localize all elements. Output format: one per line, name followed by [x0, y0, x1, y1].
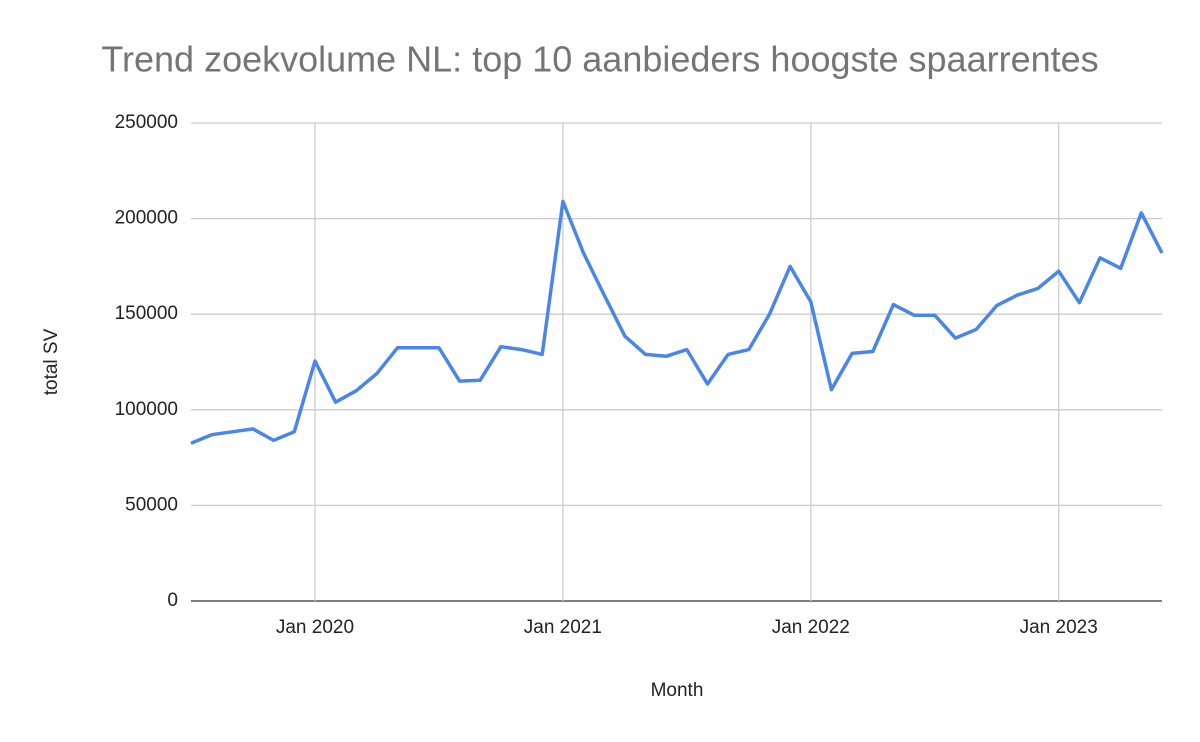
data-line [190, 199, 1164, 445]
x-tick-label: Jan 2021 [524, 617, 602, 638]
chart-title: Trend zoekvolume NL: top 10 aanbieders h… [101, 39, 1098, 80]
y-axis-label: total SV [41, 328, 62, 395]
y-tick-label: 50000 [125, 494, 178, 515]
y-tick-label: 0 [167, 590, 178, 611]
y-tick-label: 250000 [115, 112, 178, 133]
x-tick-label: Jan 2022 [772, 617, 850, 638]
x-tick-label: Jan 2023 [1020, 617, 1098, 638]
y-tick-label: 150000 [115, 303, 178, 324]
y-tick-label: 100000 [115, 399, 178, 420]
y-tick-label: 200000 [115, 208, 178, 229]
x-axis-label: Month [651, 680, 704, 701]
x-tick-label: Jan 2020 [276, 617, 354, 638]
